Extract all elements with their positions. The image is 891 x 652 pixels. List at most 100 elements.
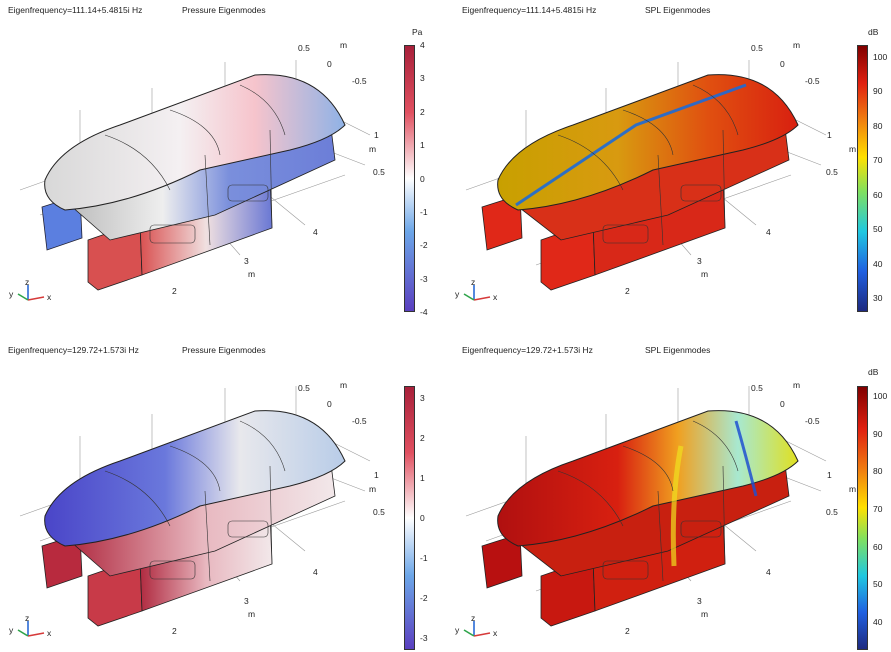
colorbar-tick-label: 30 (873, 293, 883, 303)
3d-model-view[interactable] (0, 326, 445, 652)
colorbar-tick-label: -1 (420, 206, 428, 217)
colorbar-tick-label: 50 (873, 579, 883, 590)
axis-tick: 3 (697, 596, 702, 606)
axis-unit: m (849, 144, 857, 154)
eigenfrequency-label: Eigenfrequency=111.14+5.4815i Hz (8, 5, 143, 15)
triad-y-label: y (455, 289, 460, 299)
axis-tick: 4 (313, 567, 318, 577)
axis-tick: 2 (625, 626, 630, 636)
colorbar-tick-label: 90 (873, 86, 883, 97)
triad-z-label: z (25, 277, 30, 287)
colorbar-unit: dB (868, 367, 879, 377)
colorbar-tick-label: -1 (420, 553, 428, 563)
colorbar-tick-label: 80 (873, 466, 883, 477)
plot-title: SPL Eigenmodes (645, 5, 711, 15)
plot-title: Pressure Eigenmodes (182, 345, 266, 355)
colorbar-tick-label: 90 (873, 428, 883, 439)
triad-y-label: y (9, 625, 14, 635)
3d-model-view[interactable] (446, 326, 891, 652)
triad-x-label: x (47, 628, 52, 638)
axis-unit: m (793, 40, 801, 50)
axis-tick: 0.5 (373, 167, 385, 177)
axis-tick: 0.5 (826, 507, 838, 517)
axis-tick: -0.5 (352, 76, 367, 86)
axis-unit: m (248, 609, 256, 619)
axis-tick: 0.5 (751, 43, 763, 53)
eigenfrequency-label: Eigenfrequency=129.72+1.573i Hz (462, 345, 593, 355)
colorbar-unit: Pa (412, 27, 423, 37)
3d-model-view[interactable] (0, 0, 445, 326)
eigenfrequency-label: Eigenfrequency=129.72+1.573i Hz (8, 345, 139, 355)
colorbar-tick-label: 0 (420, 513, 425, 523)
axis-unit: m (369, 484, 377, 494)
axis-tick: -0.5 (805, 76, 820, 86)
triad-x-label: x (493, 628, 498, 638)
axis-tick: 1 (374, 470, 379, 480)
axis-tick: 4 (766, 567, 771, 577)
colorbar-tick-label: 100 (873, 391, 888, 401)
colorbar-tick-label: 0 (420, 173, 425, 184)
3d-model-view[interactable] (446, 0, 891, 326)
axis-tick: 0 (327, 59, 332, 69)
colorbar-tick-label: 40 (873, 258, 883, 269)
axis-tick: 2 (625, 286, 630, 296)
colorbar-tick-label: 4 (420, 40, 425, 50)
plot-panel-spl-mode1: Eigenfrequency=111.14+5.4815i Hz SPL Eig… (446, 0, 891, 326)
axis-unit: m (340, 380, 348, 390)
axis-tick: 3 (697, 256, 702, 266)
plot-panel-pressure-mode2: Eigenfrequency=129.72+1.573i Hz Pressure… (0, 326, 445, 652)
axis-tick: 1 (827, 470, 832, 480)
plot-panel-spl-mode2: Eigenfrequency=129.72+1.573i Hz SPL Eige… (446, 326, 891, 652)
plot-title: SPL Eigenmodes (645, 345, 711, 355)
colorbar-tick-label: 100 (873, 52, 888, 62)
axis-unit: m (340, 40, 348, 50)
colorbar-tick-label: 70 (873, 504, 883, 514)
colorbar (404, 45, 415, 312)
axis-tick: 2 (172, 626, 177, 636)
plot-title: Pressure Eigenmodes (182, 5, 266, 15)
triad-z-label: z (471, 277, 476, 287)
plot-panel-pressure-mode1: Eigenfrequency=111.14+5.4815i Hz Pressur… (0, 0, 445, 326)
colorbar-tick-label: 3 (420, 393, 425, 403)
colorbar-tick-label: 80 (873, 120, 883, 131)
axis-unit: m (701, 609, 709, 619)
colorbar (857, 386, 868, 650)
colorbar (857, 45, 868, 312)
axis-tick: 1 (827, 130, 832, 140)
colorbar-tick-label: -4 (420, 307, 428, 317)
axis-tick: 2 (172, 286, 177, 296)
axis-tick: 3 (244, 256, 249, 266)
colorbar-tick-label: 60 (873, 189, 883, 200)
colorbar-tick-label: -2 (420, 593, 428, 603)
axis-tick: 4 (313, 227, 318, 237)
colorbar-unit: dB (868, 27, 879, 37)
triad-z-label: z (25, 613, 30, 623)
triad-x-label: x (493, 292, 498, 302)
colorbar-tick-label: 3 (420, 73, 425, 84)
colorbar-tick-label: 70 (873, 155, 883, 166)
colorbar-tick-label: -3 (420, 273, 428, 284)
axis-tick: 0.5 (373, 507, 385, 517)
axis-tick: 0.5 (298, 383, 310, 393)
colorbar-tick-label: 1 (420, 140, 425, 151)
colorbar-tick-label: 1 (420, 473, 425, 483)
axis-tick: 0 (780, 59, 785, 69)
axis-tick: -0.5 (805, 416, 820, 426)
triad-y-label: y (9, 289, 14, 299)
colorbar-tick-label: 40 (873, 617, 883, 627)
axis-tick: 1 (374, 130, 379, 140)
colorbar-tick-label: 60 (873, 541, 883, 552)
colorbar-tick-label: 50 (873, 224, 883, 235)
colorbar-tick-label: 2 (420, 106, 425, 117)
axis-unit: m (793, 380, 801, 390)
axis-unit: m (849, 484, 857, 494)
axis-tick: 0.5 (751, 383, 763, 393)
axis-tick: 0 (327, 399, 332, 409)
eigenfrequency-label: Eigenfrequency=111.14+5.4815i Hz (462, 5, 597, 15)
triad-y-label: y (455, 625, 460, 635)
colorbar-tick-label: 2 (420, 433, 425, 443)
axis-tick: 0.5 (826, 167, 838, 177)
triad-x-label: x (47, 292, 52, 302)
axis-tick: 3 (244, 596, 249, 606)
triad-z-label: z (471, 613, 476, 623)
